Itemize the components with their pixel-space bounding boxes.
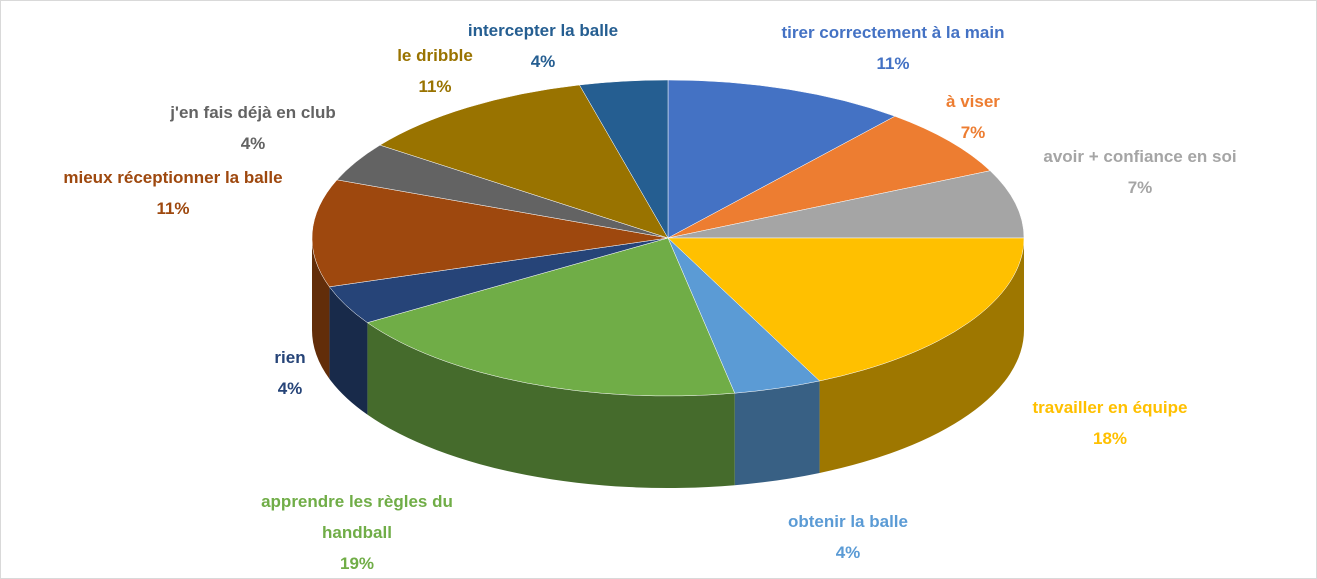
label-name: j'en fais déjà en club (170, 103, 336, 122)
data-label: tirer correctement à la main 11% (773, 17, 1013, 79)
slice-side (734, 380, 820, 486)
label-name: à viser (946, 92, 1000, 111)
label-value: 4% (835, 543, 861, 562)
slice-side (312, 238, 330, 379)
label-name: avoir + confiance en soi (1043, 147, 1237, 166)
slice-side (819, 238, 1024, 473)
label-name: travailler en équipe (1032, 398, 1188, 417)
label-name: le dribble (397, 46, 473, 65)
label-value: 4% (530, 52, 556, 71)
label-value: 4% (240, 134, 266, 153)
label-value: 11% (156, 199, 190, 218)
label-name: mieux réceptionner la balle (63, 168, 283, 187)
slice-side (367, 322, 735, 488)
slice (379, 84, 669, 239)
label-name: intercepter la balle (467, 21, 619, 40)
label-value: 19% (339, 554, 375, 573)
slice (667, 170, 1025, 239)
data-label: le dribble 11% (365, 40, 505, 102)
label-value: 11% (418, 77, 452, 96)
data-label: avoir + confiance en soi 7% (1015, 141, 1265, 203)
data-label: travailler en équipe 18% (985, 392, 1235, 454)
slice (667, 79, 896, 239)
data-label: mieux réceptionner la balle 11% (33, 162, 313, 224)
slice (311, 179, 669, 288)
data-label: rien 4% (250, 342, 330, 404)
label-value: 7% (960, 123, 986, 142)
data-label: apprendre les règles du handball 19% (242, 486, 472, 579)
data-label: à viser 7% (928, 86, 1018, 148)
label-value: 7% (1127, 178, 1153, 197)
label-name: obtenir la balle (788, 512, 908, 531)
label-value: 18% (1092, 429, 1128, 448)
slice (366, 237, 736, 397)
data-label: obtenir la balle 4% (748, 506, 948, 568)
label-name: rien (274, 348, 306, 367)
slice (667, 115, 991, 239)
slice (667, 237, 1025, 382)
label-name: tirer correctement à la main (781, 23, 1005, 42)
data-label: j'en fais déjà en club 4% (123, 97, 383, 159)
slice (579, 79, 669, 239)
label-name: apprendre les règles du handball (261, 492, 453, 542)
label-value: 11% (876, 54, 910, 73)
data-label: intercepter la balle 4% (428, 15, 658, 77)
slice-side (329, 286, 368, 415)
label-value: 4% (277, 379, 303, 398)
